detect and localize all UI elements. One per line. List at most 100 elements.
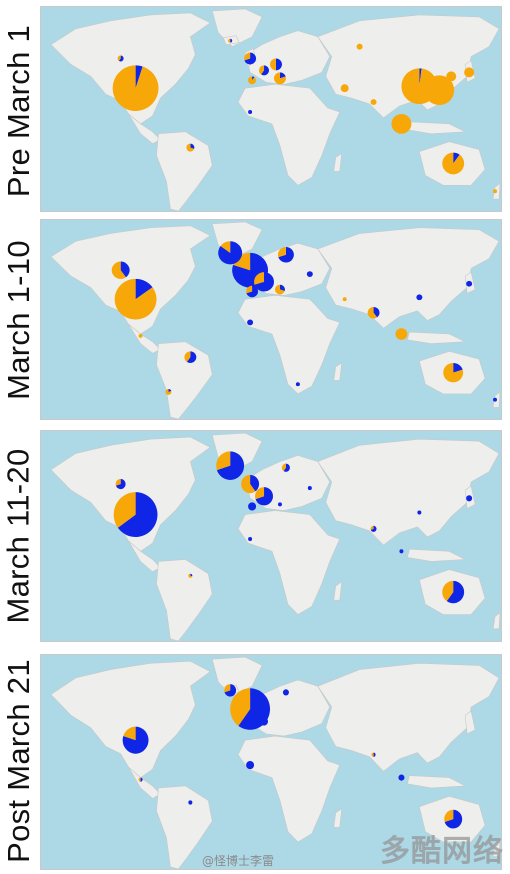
pie-slice — [188, 573, 193, 578]
pie-slice — [138, 777, 141, 782]
brand-logo-text: 多酷网络 — [380, 834, 504, 869]
pie-slice — [466, 280, 473, 287]
pie-marker-seasia — [399, 549, 404, 554]
pie-slice — [493, 189, 498, 194]
pie-slice — [391, 113, 412, 134]
pie-slice — [444, 809, 463, 829]
pie-marker-australia — [442, 580, 465, 604]
pie-marker-china2 — [424, 75, 455, 106]
pie-slice — [190, 143, 195, 149]
pie-slice — [398, 774, 405, 781]
pie-marker-china — [416, 294, 423, 301]
pie-slice — [230, 38, 233, 43]
map-panel-pre-march-1 — [40, 6, 502, 212]
landmass-africa — [237, 83, 341, 186]
pie-marker-spain — [246, 285, 259, 298]
pie-marker-australia — [443, 362, 464, 383]
pie-slice — [250, 474, 260, 492]
pie-slice — [112, 65, 159, 111]
pie-marker-iran — [342, 297, 347, 302]
pie-slice — [417, 510, 422, 515]
pie-marker-usa — [114, 278, 157, 320]
map-panel-march-11-20 — [40, 430, 502, 642]
watermark: @怪博士李雷 — [202, 854, 275, 868]
pie-slice — [444, 809, 454, 823]
pie-slice — [442, 580, 454, 602]
pie-slice — [443, 362, 464, 383]
period-label-post-march-21: Post March 21 — [1, 659, 37, 863]
pie-marker-brazil — [186, 143, 195, 152]
landmass-africa — [237, 735, 341, 843]
landmass-asia — [317, 662, 500, 772]
pie-slice — [395, 328, 408, 340]
pie-marker-usa — [112, 65, 159, 111]
pie-slice — [120, 261, 130, 278]
pie-slice — [255, 487, 265, 500]
pie-slice — [367, 306, 378, 319]
pie-slice — [190, 573, 193, 577]
pie-marker-india — [370, 525, 377, 532]
pie-marker-chile — [165, 389, 172, 395]
landmass-new-zealand — [492, 611, 501, 630]
pie-marker-brazil — [188, 800, 193, 805]
pie-slice — [493, 397, 498, 402]
pie-slice — [371, 752, 374, 757]
landmass-indonesia — [407, 548, 467, 562]
pie-marker-france — [259, 65, 270, 76]
pie-slice — [274, 284, 285, 295]
pie-slice — [165, 389, 172, 395]
pie-slice — [277, 247, 286, 258]
pie-marker-nz — [493, 189, 498, 194]
period-label-pre-march-1: Pre March 1 — [1, 24, 37, 197]
pie-marker-eeurope — [307, 486, 312, 491]
pie-slice — [295, 382, 300, 387]
pie-slice — [306, 271, 313, 277]
pie-slice — [241, 474, 256, 494]
pie-marker-safrica — [295, 382, 300, 387]
pie-marker-australia — [444, 809, 463, 829]
landmass-africa — [237, 295, 341, 395]
pie-slice — [270, 58, 276, 71]
landmass-madagascar — [333, 362, 343, 381]
pie-slice — [117, 55, 121, 61]
pie-marker-iceland — [224, 684, 237, 697]
pie-marker-mexico — [138, 777, 143, 782]
pie-slice — [184, 351, 191, 362]
pie-marker-iceland — [216, 451, 245, 480]
pie-slice — [464, 67, 475, 78]
landmass-africa — [237, 510, 341, 615]
landmass-asia — [317, 438, 500, 546]
pie-slice — [370, 525, 374, 530]
pie-slice — [260, 717, 269, 726]
pie-slice — [246, 285, 253, 294]
pie-slice — [118, 55, 124, 62]
landmass-south-america — [156, 341, 213, 419]
pie-marker-brazil — [184, 351, 197, 363]
pie-marker-spain — [248, 502, 257, 511]
pie-marker-canada — [117, 55, 124, 62]
pie-slice — [115, 478, 126, 490]
landmass-south-america — [156, 131, 213, 211]
pie-slice — [244, 52, 257, 65]
pie-slice — [216, 451, 245, 480]
pie-marker-france — [254, 272, 274, 292]
pie-slice — [373, 752, 376, 757]
pie-slice — [370, 99, 377, 106]
pie-slice — [279, 72, 286, 79]
pie-marker-canada — [111, 261, 130, 279]
pie-slice — [416, 294, 423, 301]
pie-slice — [111, 261, 126, 279]
pie-marker-india — [370, 99, 377, 106]
pie-slice — [168, 389, 172, 392]
pie-marker-india — [367, 306, 380, 319]
pie-slice — [273, 72, 286, 85]
pie-slice — [188, 800, 193, 805]
pie-slice — [283, 463, 290, 472]
pie-marker-japan — [466, 495, 473, 502]
pie-marker-italy — [274, 284, 285, 295]
pie-slice — [248, 76, 257, 85]
pie-marker-canada — [115, 478, 126, 490]
pie-marker-russia — [356, 43, 363, 50]
pie-marker-uk — [244, 52, 257, 65]
pie-marker-japan — [464, 67, 475, 78]
